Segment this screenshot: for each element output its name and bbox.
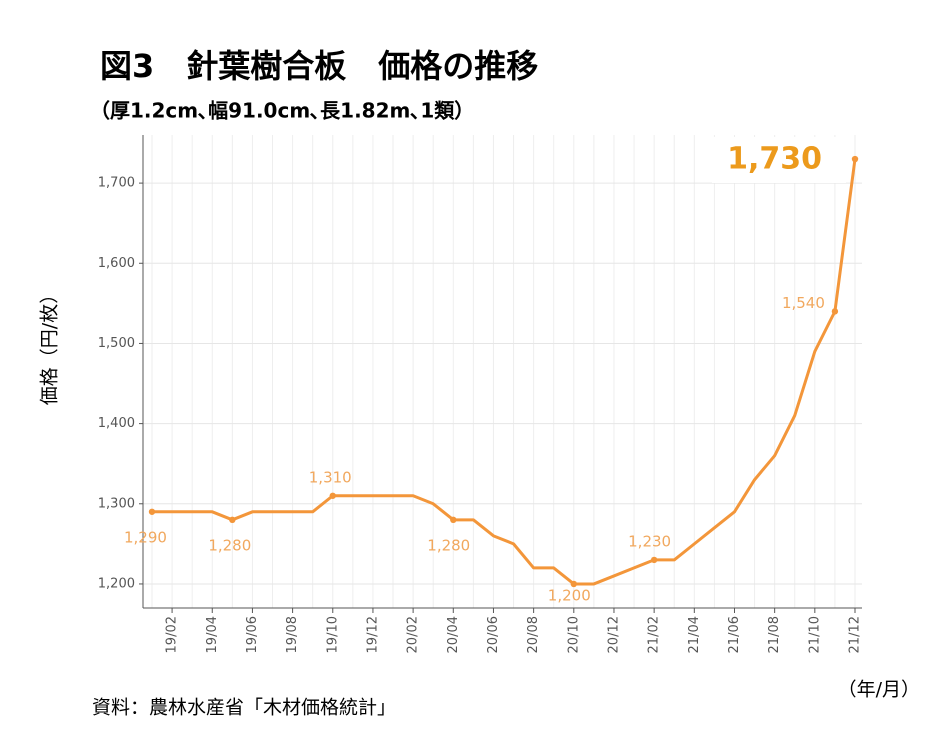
- y-tick-label: 1,700: [98, 176, 135, 191]
- data-label: 1,280: [427, 536, 470, 554]
- data-label: 1,310: [309, 468, 352, 486]
- x-tick-label: 21/06: [727, 616, 742, 653]
- x-tick-label: 21/10: [807, 616, 822, 653]
- x-tick-label: 20/06: [486, 616, 501, 653]
- y-tick-label: 1,300: [98, 496, 135, 511]
- data-label: 1,280: [208, 536, 251, 554]
- highlight-label: 1,730: [727, 142, 822, 177]
- x-tick-label: 20/10: [566, 616, 581, 653]
- x-tick-label: 19/02: [165, 616, 180, 653]
- data-point: [851, 155, 859, 163]
- source-note: 資料：農林水産省「木材価格統計」: [92, 697, 396, 719]
- chart-title: 図3 針葉樹合板 価格の推移: [100, 47, 538, 85]
- x-tick-label: 19/08: [285, 616, 300, 653]
- data-point: [148, 508, 156, 515]
- data-point: [650, 556, 658, 564]
- data-point: [329, 492, 336, 499]
- y-tick-label: 1,500: [98, 336, 135, 351]
- data-point: [831, 308, 839, 315]
- label-background: [712, 137, 846, 183]
- x-tick-label: 21/08: [767, 616, 782, 653]
- x-tick-label: 19/04: [205, 616, 220, 653]
- x-tick-label: 21/02: [647, 616, 662, 653]
- y-tick-label: 1,400: [98, 416, 135, 431]
- x-tick-label: 21/12: [848, 616, 863, 653]
- x-tick-label: 20/08: [526, 616, 541, 653]
- x-tick-label: 20/04: [446, 616, 461, 653]
- x-tick-label: 19/12: [365, 616, 380, 653]
- y-tick-label: 1,200: [98, 576, 135, 591]
- data-point: [229, 516, 236, 524]
- data-label: 1,290: [124, 528, 167, 546]
- y-tick-label: 1,600: [98, 256, 135, 271]
- x-tick-label: 20/02: [406, 616, 421, 653]
- data-label: 1,230: [628, 532, 671, 550]
- data-label: 1,540: [782, 294, 825, 312]
- x-tick-label: 21/04: [687, 616, 702, 653]
- x-tick-label: 20/12: [606, 616, 621, 653]
- data-point: [570, 580, 577, 588]
- chart-subtitle: （厚1.2cm､幅91.0cm､長1.82m､1類）: [90, 99, 474, 123]
- x-tick-label: 19/06: [245, 616, 260, 653]
- data-point: [450, 516, 457, 524]
- y-axis-label: 価格（円/枚）: [39, 285, 61, 405]
- line: [152, 158, 857, 586]
- data-label: 1,200: [548, 586, 591, 604]
- x-axis-label: （年/月）: [838, 679, 920, 701]
- x-tick-label: 19/10: [325, 616, 340, 653]
